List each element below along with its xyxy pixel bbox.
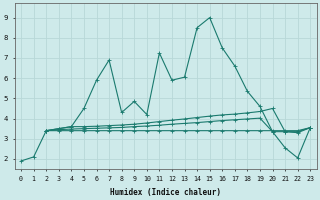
X-axis label: Humidex (Indice chaleur): Humidex (Indice chaleur) (110, 188, 221, 197)
